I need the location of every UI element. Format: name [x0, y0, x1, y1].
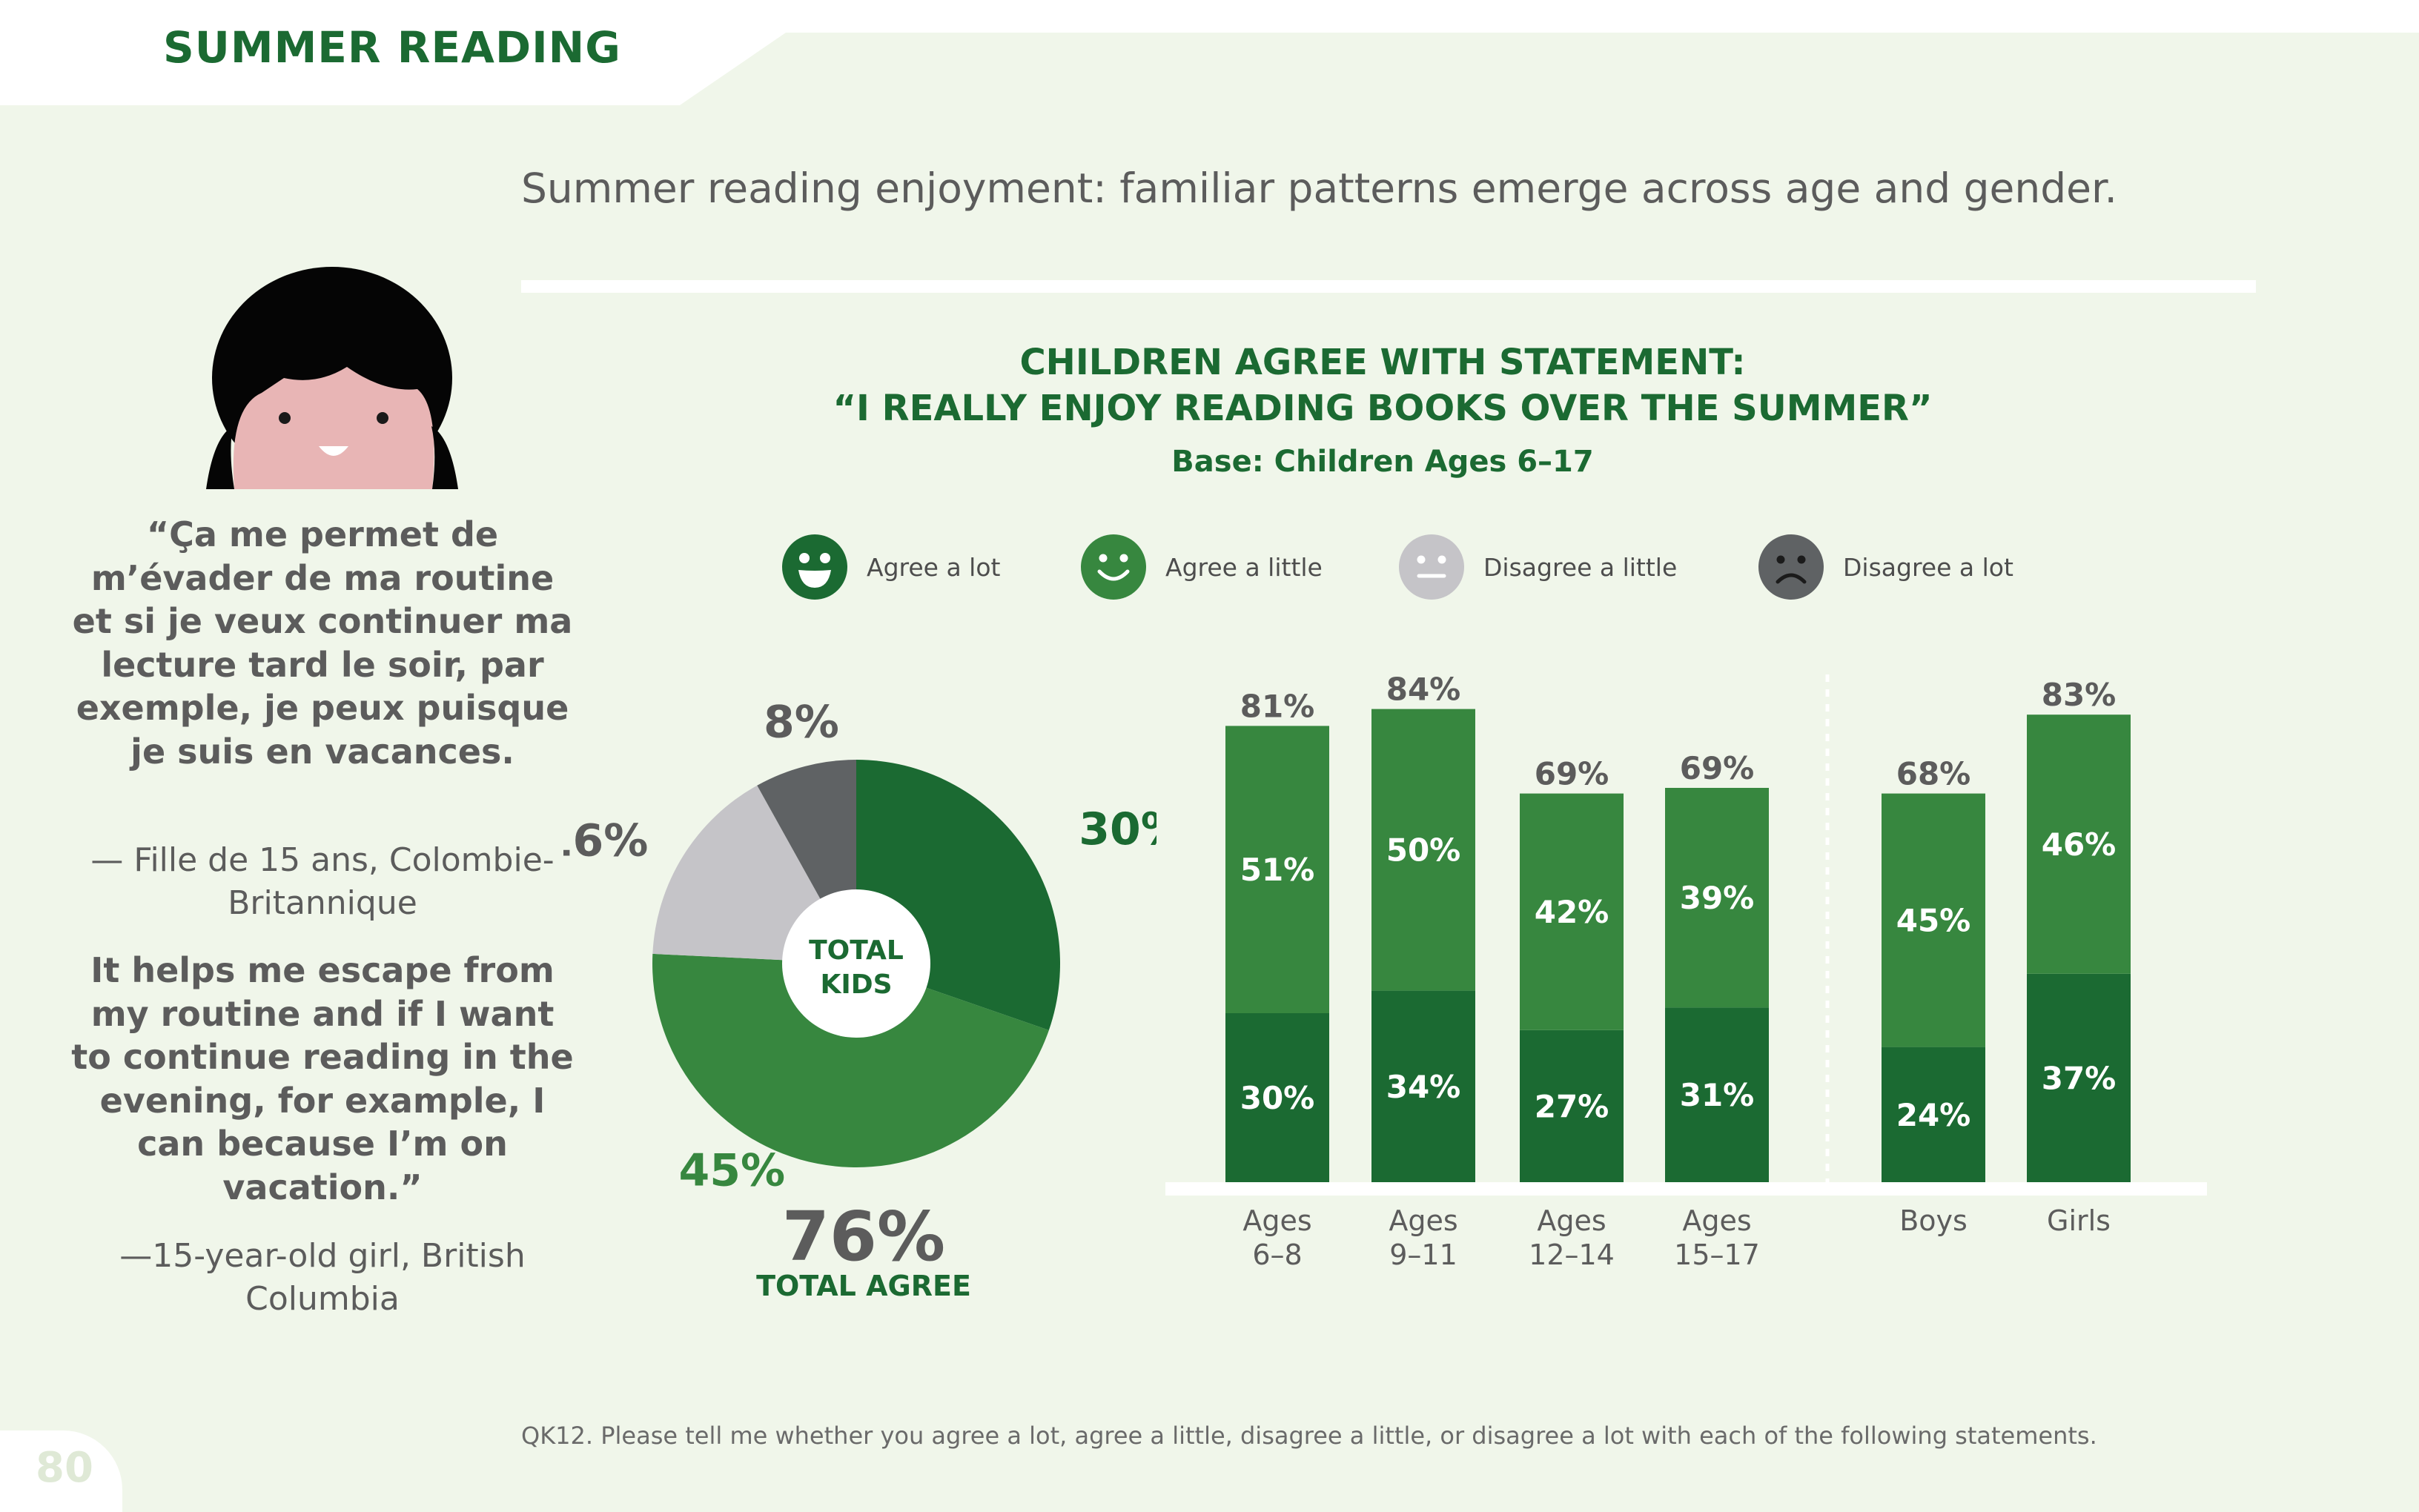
bar-segment-label: 46% — [2042, 826, 2117, 863]
legend-label: Agree a lot — [867, 552, 1001, 582]
bar-segment-label: 42% — [1535, 894, 1609, 930]
bar-segment-agree-a-little — [1371, 709, 1475, 991]
girl-avatar-icon — [206, 267, 458, 489]
legend-item-agree-a-lot: Agree a lot — [782, 534, 1000, 600]
bar-total-label: 81% — [1240, 688, 1315, 724]
bar-segment-agree-a-lot — [1665, 1007, 1769, 1182]
legend-label: Disagree a lot — [1843, 552, 2013, 582]
donut-center-label-line2: KIDS — [820, 969, 892, 1000]
bar-segment-agree-a-little — [1882, 793, 1985, 1047]
donut-slice — [652, 953, 1049, 1167]
bar-segment-agree-a-lot — [1882, 1047, 1985, 1182]
bar-segment-label: 27% — [1535, 1088, 1609, 1124]
bar-segment-label: 37% — [2042, 1060, 2117, 1096]
category-label: 15–17 — [1674, 1239, 1760, 1271]
donut-total-value: 76% — [782, 1197, 945, 1276]
bar-segment-label: 34% — [1386, 1069, 1461, 1105]
bar-segment-agree-a-little — [1225, 726, 1329, 1013]
donut-hole — [782, 889, 930, 1038]
smile-face-icon — [1081, 534, 1146, 600]
legend-item-disagree-a-little: Disagree a little — [1399, 534, 1677, 600]
page-number: 80 — [36, 1444, 93, 1492]
bar-segment-label: 39% — [1680, 880, 1755, 916]
category-label: 6–8 — [1252, 1239, 1302, 1271]
headline: Summer reading enjoyment: familiar patte… — [521, 165, 2118, 212]
stacked-bar-chart: 30%51%81%Ages6–834%50%84%Ages9–1127%42%6… — [1165, 672, 2207, 1271]
bar-segment-agree-a-little — [2027, 714, 2131, 974]
bar-segment-agree-a-lot — [1520, 1029, 1624, 1182]
neutral-face-icon — [1399, 534, 1464, 600]
legend-label: Agree a little — [1165, 552, 1323, 582]
bar-segment-agree-a-little — [1665, 788, 1769, 1008]
donut-slice-label: 16% — [563, 815, 648, 866]
happy-face-icon — [782, 534, 847, 600]
category-label: Boys — [1899, 1204, 1968, 1237]
legend-item-agree-a-little: Agree a little — [1081, 534, 1323, 600]
bar-segment-label: 50% — [1386, 832, 1461, 869]
bar-segment-label: 30% — [1240, 1080, 1315, 1116]
legend-label: Disagree a little — [1483, 552, 1678, 582]
category-label: 12–14 — [1529, 1239, 1615, 1271]
category-label: 9–11 — [1389, 1239, 1457, 1271]
chart-title-line2: “I REALLY ENJOY READING BOOKS OVER THE S… — [833, 388, 1933, 429]
chart-baseline — [1165, 1182, 2207, 1196]
bar-segment-label: 31% — [1680, 1077, 1755, 1113]
donut-slice-label: 8% — [764, 697, 839, 748]
category-label: Ages — [1242, 1204, 1311, 1237]
bar-segment-label: 45% — [1896, 903, 1971, 939]
donut-center-label-line1: TOTAL — [809, 935, 904, 966]
sad-face-icon — [1758, 534, 1824, 600]
bar-total-label: 83% — [2042, 677, 2117, 713]
quote-french-attribution: — Fille de 15 ans, Colombie-Britannique — [90, 841, 555, 922]
chart-base: Base: Children Ages 6–17 — [1171, 445, 1594, 479]
category-label: Girls — [2047, 1204, 2111, 1237]
footnote: QK12. Please tell me whether you agree a… — [521, 1422, 2097, 1450]
divider-rule — [521, 280, 2256, 293]
category-label: Ages — [1682, 1204, 1751, 1237]
bar-segment-agree-a-lot — [1371, 990, 1475, 1182]
bar-segment-label: 24% — [1896, 1097, 1971, 1133]
page-number-tab: 80 — [0, 1430, 122, 1512]
bar-segment-agree-a-lot — [1225, 1013, 1329, 1182]
quote-english: It helps me escape from my routine and i… — [71, 950, 574, 1207]
chart-title: CHILDREN AGREE WITH STATEMENT: “I REALLY… — [712, 339, 2054, 431]
donut-slice-label: 30% — [1079, 803, 1156, 855]
section-title: SUMMER READING — [163, 22, 621, 73]
category-label: Ages — [1389, 1204, 1457, 1237]
bar-segment-agree-a-lot — [2027, 973, 2131, 1182]
bar-total-label: 69% — [1680, 750, 1755, 786]
donut-total-label: TOTAL AGREE — [756, 1270, 971, 1302]
bar-total-label: 69% — [1535, 756, 1609, 792]
quote-french: “Ça me permet de m’évader de ma routine … — [72, 514, 573, 772]
bar-segment-agree-a-little — [1520, 793, 1624, 1030]
bar-segment-label: 51% — [1240, 852, 1315, 888]
chart-title-line1: CHILDREN AGREE WITH STATEMENT: — [1019, 342, 1746, 383]
header-tab — [0, 0, 786, 105]
legend-item-disagree-a-lot: Disagree a lot — [1758, 534, 2013, 600]
bar-total-label: 84% — [1386, 672, 1461, 708]
category-label: Ages — [1537, 1204, 1606, 1237]
quote-english-attribution: —15-year-old girl, British Columbia — [119, 1237, 526, 1318]
donut-slice-label: 45% — [679, 1145, 786, 1197]
bar-total-label: 68% — [1896, 756, 1971, 792]
donut-chart: 30% 45% 16% 8% TOTAL KIDS 76% TOTAL AGREE — [563, 697, 1156, 1302]
